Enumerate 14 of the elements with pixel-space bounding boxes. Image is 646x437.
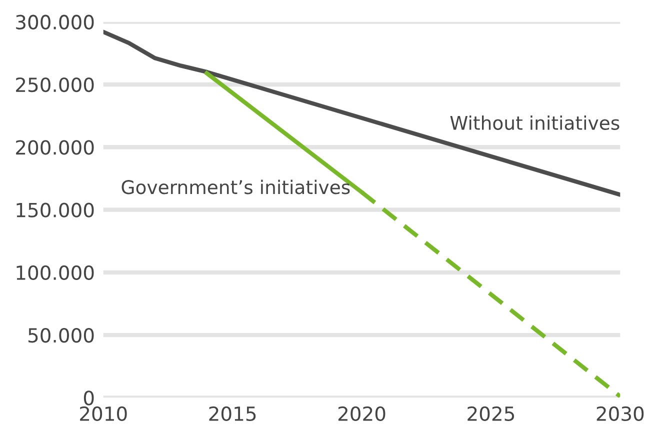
series-label: Without initiatives <box>450 115 620 130</box>
x-tick-label: 2015 <box>209 406 256 422</box>
x-tick-label: 2010 <box>80 406 127 422</box>
x-tick-label: 2020 <box>338 406 386 422</box>
y-tick-label: 200.000 <box>16 140 94 155</box>
x-tick-label: 2025 <box>468 406 514 422</box>
y-tick-label: 50.000 <box>28 328 94 343</box>
y-tick-label: 150.000 <box>16 202 94 218</box>
y-tick-label: 100.000 <box>16 265 94 280</box>
series-label: Government’s initiatives <box>122 180 350 194</box>
y-tick-label: 250.000 <box>16 77 94 92</box>
x-tick-label: 2030 <box>596 406 644 422</box>
y-tick-label: 300.000 <box>16 14 94 30</box>
y-tick-label: 0 <box>84 390 94 406</box>
